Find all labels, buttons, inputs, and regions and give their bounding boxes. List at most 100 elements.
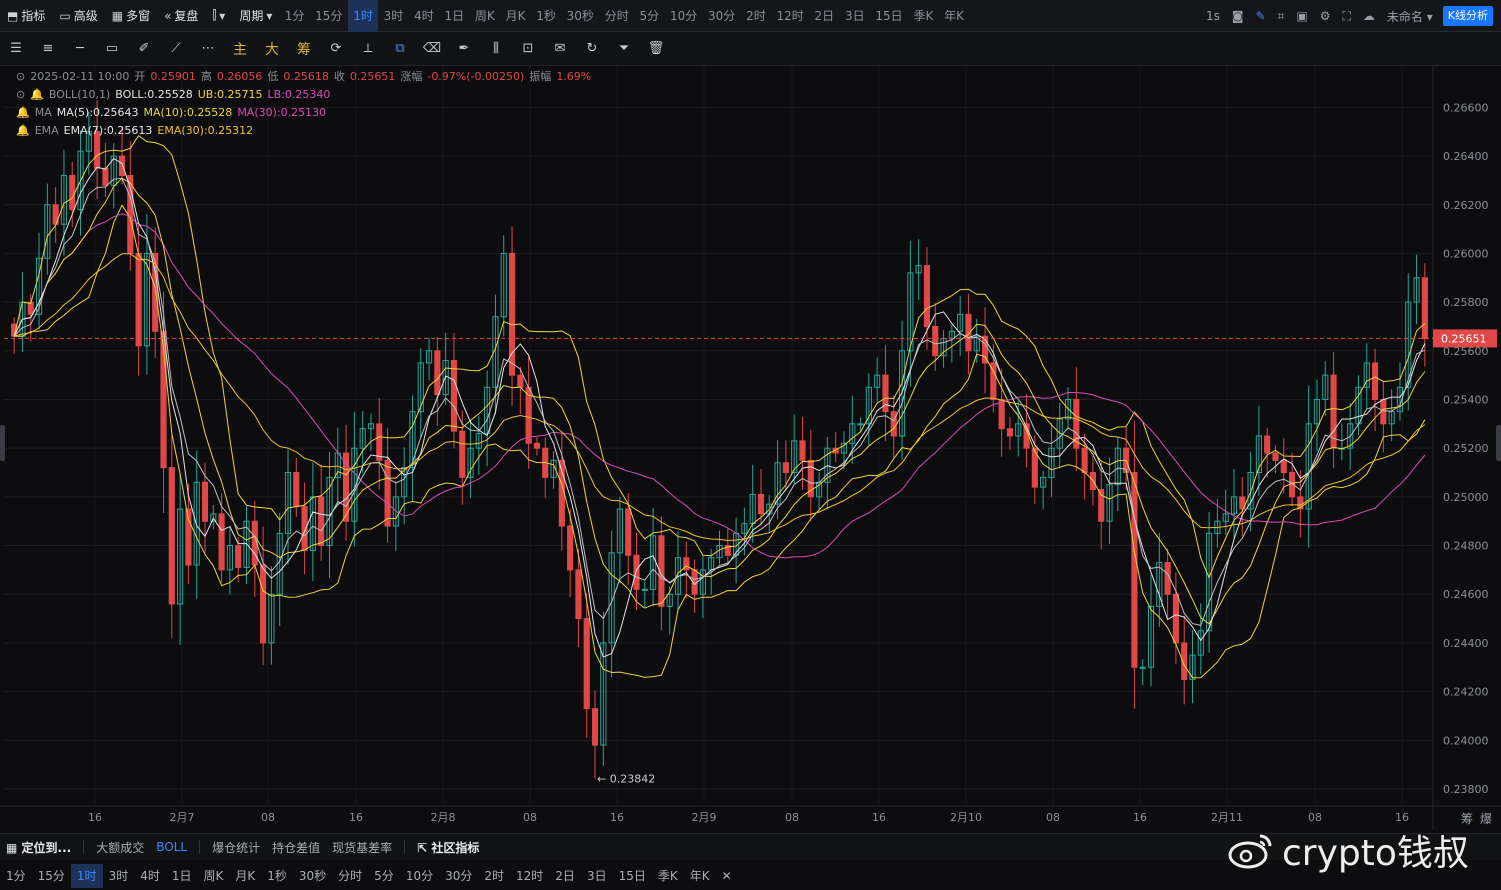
- top-timeframe-11[interactable]: 5分: [639, 8, 660, 23]
- bottom-timeframe-18[interactable]: 15日: [618, 868, 646, 883]
- chip-button[interactable]: 筹: [297, 41, 311, 58]
- cloud-icon[interactable]: ☁: [1362, 9, 1375, 23]
- bottom-timeframe-16[interactable]: 2日: [555, 868, 575, 883]
- bottom-timeframe-6[interactable]: 周K: [203, 868, 224, 883]
- bottom-timeframe-15[interactable]: 12时: [516, 868, 544, 883]
- locate-button[interactable]: ▦ 定位到...: [6, 840, 72, 855]
- candlestick-chart[interactable]: 0.26600 0.26400 0.26200 0.26000 0.25800 0.256…: [0, 66, 1501, 830]
- trendline-icon[interactable]: ⟋: [171, 41, 181, 56]
- save-image-icon[interactable]: ▣: [1296, 9, 1308, 23]
- liquidation-corner-label[interactable]: 爆: [1480, 812, 1493, 826]
- note-icon[interactable]: ✉: [554, 41, 566, 56]
- bars-icon[interactable]: ⫼: [493, 41, 499, 56]
- bottom-timeframe-20[interactable]: 年K: [689, 868, 710, 883]
- pen-icon[interactable]: ✒: [458, 41, 470, 56]
- trash-icon[interactable]: 🗑: [647, 41, 665, 56]
- top-timeframe-16[interactable]: 2日: [814, 8, 835, 23]
- main-indicator-button[interactable]: 主: [233, 41, 247, 58]
- large-trades-tab[interactable]: 大额成交: [96, 840, 145, 855]
- rectangle-icon[interactable]: ▭: [105, 41, 119, 56]
- fullscreen-icon[interactable]: ⛶: [1342, 8, 1351, 23]
- bottom-timeframe-12[interactable]: 10分: [405, 868, 434, 883]
- multiwindow-button[interactable]: ▦ 多窗: [111, 8, 151, 24]
- bottom-timeframe-0[interactable]: 1分: [6, 868, 26, 883]
- horizontal-lines-icon[interactable]: ≡: [42, 41, 54, 56]
- lock-icon[interactable]: ⊡: [522, 41, 534, 56]
- filter-icon[interactable]: ⏷: [618, 41, 630, 56]
- top-timeframe-10[interactable]: 分时: [604, 8, 629, 23]
- menu-icon[interactable]: ☰: [10, 41, 22, 56]
- top-timeframe-6[interactable]: 周K: [474, 8, 495, 23]
- top-timeframe-9[interactable]: 30秒: [566, 8, 594, 23]
- camera-icon[interactable]: ◙: [1231, 9, 1244, 23]
- bottom-timeframe-3[interactable]: 3时: [108, 868, 129, 883]
- top-timeframe-18[interactable]: 15日: [875, 8, 903, 23]
- right-drag-handle[interactable]: [1496, 425, 1501, 461]
- replay-button[interactable]: «复盘: [164, 8, 199, 24]
- refresh-icon[interactable]: ↻: [586, 41, 598, 56]
- kline-analysis-button[interactable]: K线分析: [1442, 6, 1493, 26]
- sync-icon[interactable]: ⟳: [330, 41, 342, 56]
- period-button[interactable]: 周期 ▾: [239, 8, 273, 24]
- bottom-timeframe-17[interactable]: 3日: [586, 868, 607, 883]
- bottom-timeframe-10[interactable]: 分时: [338, 868, 363, 883]
- large-order-button[interactable]: 大: [265, 41, 279, 58]
- top-timeframe-5[interactable]: 1日: [444, 8, 465, 23]
- more-icon[interactable]: ⋯: [201, 41, 215, 56]
- bottom-timeframe-4[interactable]: 4时: [140, 868, 160, 883]
- top-timeframe-17[interactable]: 3日: [844, 8, 865, 23]
- indicators-button[interactable]: ⬒ 指标: [7, 8, 46, 24]
- top-timeframe-15[interactable]: 12时: [776, 8, 804, 23]
- bell-icon[interactable]: 🔔: [16, 106, 30, 119]
- top-timeframe-7[interactable]: 月K: [505, 8, 526, 23]
- collapse-icon[interactable]: ⊙: [16, 70, 26, 83]
- brush-icon[interactable]: ✐: [138, 41, 150, 56]
- bottom-timeframe-14[interactable]: 2时: [484, 868, 505, 883]
- top-timeframe-13[interactable]: 30分: [708, 8, 736, 23]
- bottom-timeframe-9[interactable]: 30秒: [298, 868, 327, 883]
- top-timeframe-0[interactable]: 1分: [284, 8, 305, 23]
- spot-basis-tab[interactable]: 现货基差率: [332, 840, 393, 855]
- magnet-icon[interactable]: ⧉: [395, 41, 405, 56]
- candle-up: [699, 569, 706, 595]
- bottom-timeframe-7[interactable]: 月K: [235, 868, 256, 883]
- bottom-timeframe-5[interactable]: 1日: [171, 868, 192, 883]
- open-interest-diff-tab[interactable]: 持仓差值: [272, 840, 321, 855]
- gear-icon[interactable]: ⚙: [1319, 9, 1331, 23]
- chip-corner-label[interactable]: 筹: [1461, 812, 1474, 826]
- advanced-button[interactable]: ▭ 高级: [59, 8, 98, 24]
- bell-icon[interactable]: 🔔: [30, 88, 44, 101]
- candle-up: [467, 447, 474, 478]
- bottom-timeframe-1[interactable]: 15分: [37, 868, 65, 883]
- left-drag-handle[interactable]: [0, 425, 5, 461]
- layout-name[interactable]: 未命名 ▾: [1386, 9, 1433, 24]
- top-timeframe-8[interactable]: 1秒: [536, 8, 556, 23]
- community-indicators-tab[interactable]: ⇱ 社区指标: [417, 840, 480, 855]
- liquidation-stats-tab[interactable]: 爆仓统计: [212, 840, 261, 855]
- chart-type-button[interactable]: ⫿ ▾: [205, 0, 232, 32]
- top-timeframe-2[interactable]: 1时: [347, 0, 379, 32]
- bottom-timeframe-11[interactable]: 5分: [374, 868, 394, 883]
- crop-icon[interactable]: ⌗: [1277, 8, 1285, 23]
- refresh-interval[interactable]: 1s: [1206, 9, 1220, 23]
- boll-tab[interactable]: BOLL: [156, 840, 188, 854]
- measure-icon[interactable]: ⟂: [363, 41, 373, 56]
- bottom-timeframe-13[interactable]: 30分: [445, 868, 473, 883]
- divider: [83, 840, 85, 854]
- top-timeframe-1[interactable]: 15分: [315, 8, 343, 23]
- bottom-timeframe-2[interactable]: 1时: [70, 863, 103, 888]
- bottom-timeframe-8[interactable]: 1秒: [267, 868, 287, 883]
- top-timeframe-3[interactable]: 3时: [383, 8, 404, 23]
- top-timeframe-19[interactable]: 季K: [913, 8, 934, 23]
- collapse-icon[interactable]: ⊙: [16, 88, 26, 101]
- bell-icon[interactable]: 🔔: [16, 124, 30, 137]
- top-timeframe-14[interactable]: 2时: [746, 8, 766, 23]
- top-timeframe-20[interactable]: 年K: [944, 8, 964, 23]
- close-icon[interactable]: ✕: [721, 868, 732, 883]
- top-timeframe-12[interactable]: 10分: [669, 8, 698, 23]
- pencil-icon[interactable]: ✎: [1255, 9, 1266, 23]
- horizontal-line-icon[interactable]: ─: [76, 41, 84, 56]
- top-timeframe-4[interactable]: 4时: [414, 8, 434, 23]
- eraser-icon[interactable]: ⌫: [422, 41, 442, 56]
- bottom-timeframe-19[interactable]: 季K: [657, 868, 678, 883]
